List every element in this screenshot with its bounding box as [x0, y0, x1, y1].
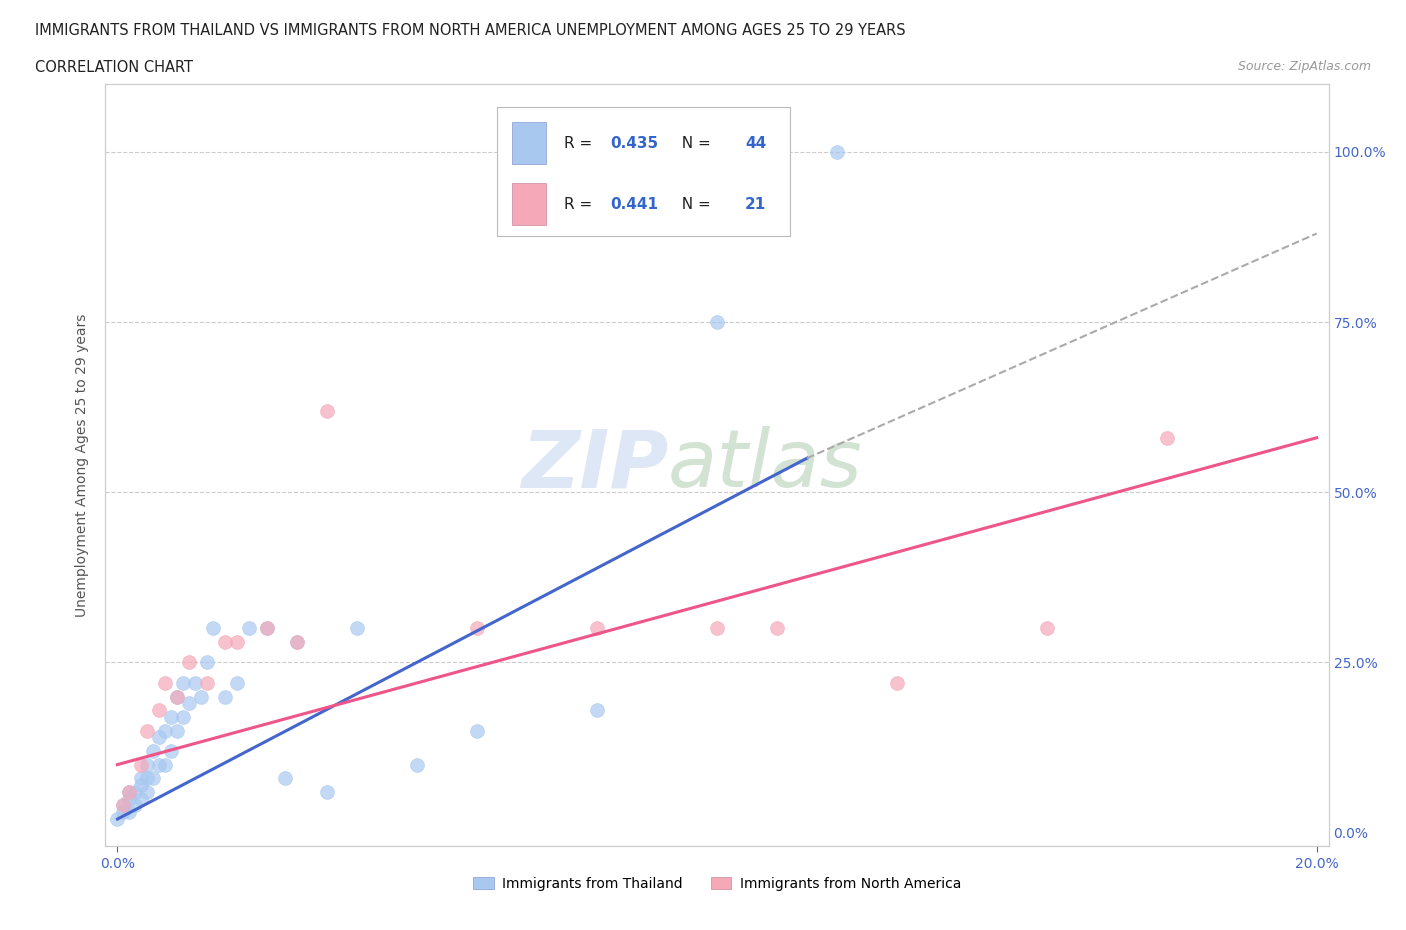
Point [214, 634, 236, 649]
Text: CORRELATION CHART: CORRELATION CHART [35, 60, 193, 75]
Point [316, 784, 339, 799]
Point [118, 784, 141, 799]
Point [238, 621, 260, 636]
Bar [512, 183, 546, 225]
Text: Source: ZipAtlas.com: Source: ZipAtlas.com [1237, 60, 1371, 73]
Point [465, 621, 488, 636]
Point [131, 757, 153, 772]
Text: IMMIGRANTS FROM THAILAND VS IMMIGRANTS FROM NORTH AMERICA UNEMPLOYMENT AMONG AGE: IMMIGRANTS FROM THAILAND VS IMMIGRANTS F… [35, 23, 905, 38]
Point [118, 804, 141, 819]
Point [155, 724, 177, 738]
Point [112, 804, 135, 819]
Point [155, 757, 177, 772]
Point [172, 675, 194, 690]
Point [706, 621, 728, 636]
Point [195, 675, 219, 690]
Point [160, 744, 183, 759]
Point [107, 812, 129, 827]
Point [166, 724, 188, 738]
Point [148, 703, 170, 718]
Legend: Immigrants from Thailand, Immigrants from North America: Immigrants from Thailand, Immigrants fro… [467, 871, 967, 897]
Point [465, 724, 488, 738]
Point [136, 771, 159, 786]
Point [112, 798, 135, 813]
Point [274, 771, 297, 786]
Text: 44: 44 [745, 136, 766, 151]
Point [118, 784, 141, 799]
Point [124, 798, 146, 813]
Y-axis label: Unemployment Among Ages 25 to 29 years: Unemployment Among Ages 25 to 29 years [76, 313, 90, 617]
Point [285, 634, 308, 649]
Point [706, 314, 728, 329]
Bar [512, 122, 546, 164]
Point [586, 621, 609, 636]
Point [136, 784, 159, 799]
Point [586, 703, 609, 718]
Point [166, 689, 188, 704]
Point [155, 675, 177, 690]
Text: atlas: atlas [668, 426, 863, 504]
Point [148, 730, 170, 745]
Point [166, 689, 188, 704]
Point [142, 771, 165, 786]
Text: R =: R = [564, 196, 598, 212]
Point [406, 757, 429, 772]
Point [285, 634, 308, 649]
Point [136, 757, 159, 772]
Point [316, 403, 339, 418]
Point [346, 621, 368, 636]
Point [256, 621, 278, 636]
Point [766, 621, 789, 636]
Point [184, 675, 207, 690]
Point [226, 634, 249, 649]
Point [124, 784, 146, 799]
Point [160, 710, 183, 724]
Point [179, 655, 201, 670]
Point [886, 675, 908, 690]
Point [825, 144, 848, 159]
Point [190, 689, 212, 704]
Text: 0.441: 0.441 [610, 196, 658, 212]
Point [179, 696, 201, 711]
Point [131, 777, 153, 792]
Point [226, 675, 249, 690]
Point [136, 724, 159, 738]
Point [1156, 431, 1178, 445]
Point [142, 744, 165, 759]
Point [256, 621, 278, 636]
Point [202, 621, 225, 636]
FancyBboxPatch shape [496, 107, 790, 236]
Text: ZIP: ZIP [520, 426, 668, 504]
Point [131, 791, 153, 806]
Text: R =: R = [564, 136, 598, 151]
Point [172, 710, 194, 724]
Point [148, 757, 170, 772]
Point [1036, 621, 1059, 636]
Text: N =: N = [672, 136, 716, 151]
Point [195, 655, 219, 670]
Point [112, 798, 135, 813]
Point [118, 791, 141, 806]
Text: N =: N = [672, 196, 716, 212]
Point [214, 689, 236, 704]
Text: 0.435: 0.435 [610, 136, 659, 151]
Point [131, 771, 153, 786]
Text: 21: 21 [745, 196, 766, 212]
